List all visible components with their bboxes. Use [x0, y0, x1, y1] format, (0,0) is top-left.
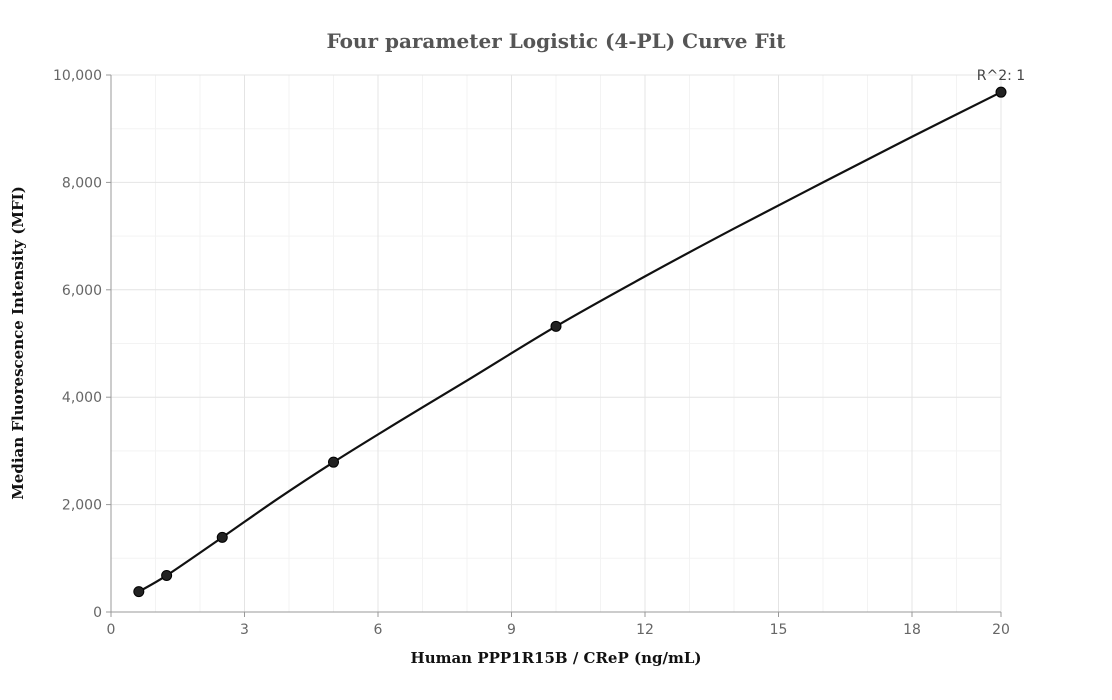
- x-tick-label: 15: [770, 622, 788, 638]
- r-squared-annotation: R^2: 1: [977, 68, 1025, 84]
- y-tick-label: 10,000: [53, 68, 102, 84]
- x-tick-label: 3: [240, 622, 249, 638]
- data-point: [550, 320, 562, 332]
- x-tick-label: 20: [992, 622, 1010, 638]
- axes: [110, 75, 1001, 613]
- x-axis-label: Human PPP1R15B / CReP (ng/mL): [411, 649, 702, 667]
- y-tick-label: 0: [93, 605, 102, 621]
- data-points: [133, 86, 1007, 598]
- fit-curve-group: [138, 91, 1002, 593]
- data-point: [328, 456, 339, 468]
- y-tick-label: 8,000: [62, 175, 102, 191]
- data-point: [216, 531, 228, 543]
- fit-curve-line: [138, 91, 1002, 593]
- data-point: [161, 569, 173, 581]
- data-point: [995, 86, 1007, 98]
- x-tick-label: 0: [107, 622, 116, 638]
- x-tick-label: 6: [374, 622, 383, 638]
- x-tick-label: 18: [903, 622, 921, 638]
- x-axis-ticks: 0 3 6 9 12 15 18 20: [107, 612, 1010, 638]
- y-axis-label: Median Fluorescence Intensity (MFI): [9, 186, 27, 500]
- y-tick-label: 4,000: [62, 390, 102, 406]
- x-tick-label: 9: [507, 622, 516, 638]
- data-point: [133, 586, 145, 598]
- minor-gridlines: [111, 75, 1001, 612]
- chart-title: Four parameter Logistic (4-PL) Curve Fit: [326, 29, 786, 53]
- x-tick-label: 12: [636, 622, 654, 638]
- y-axis-ticks: 0 2,000 4,000 6,000 8,000 10,000: [53, 68, 111, 621]
- y-tick-label: 2,000: [62, 498, 102, 514]
- y-tick-label: 6,000: [62, 283, 102, 299]
